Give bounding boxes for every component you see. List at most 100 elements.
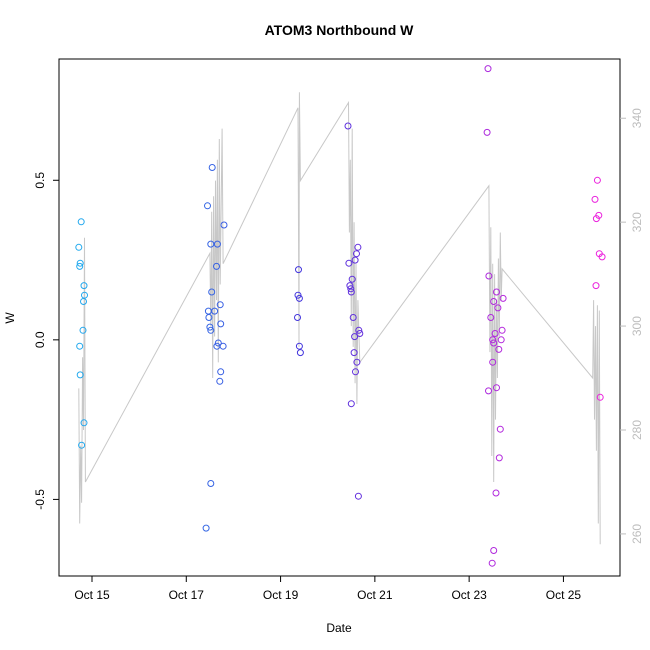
data-point [346,282,354,290]
x-axis: Oct 15 Oct 17 Oct 19 Oct 21 Oct 23 Oct 25 [74,576,581,602]
data-point [490,298,498,305]
data-point [496,425,504,433]
data-point [216,377,224,385]
data-point [213,240,221,248]
data-point [79,326,87,334]
y-tick-label: 0.0 [33,331,47,348]
data-point [347,400,355,408]
data-point [351,333,359,341]
point-series [75,65,606,567]
data-point [202,524,210,532]
y2-tick-label: 320 [630,212,644,232]
data-point [76,262,84,270]
y2-tick-label: 260 [630,524,644,544]
y2-tick-label: 340 [630,108,644,128]
data-point [483,128,491,136]
data-point [294,314,301,321]
data-point [495,454,503,462]
chart-title: ATOM3 Northbound W [265,22,415,38]
data-point [484,65,492,73]
data-point [490,339,498,347]
data-point [217,368,225,376]
data-point [204,202,211,210]
data-point [77,218,85,226]
data-point [352,368,359,376]
data-point [76,371,84,379]
data-point [344,122,352,130]
data-point [345,259,353,267]
data-point [498,326,506,334]
data-point [487,314,495,321]
y-axis: -0.5 0.0 0.5 [33,172,59,510]
data-point [593,176,601,184]
y2-tick-label: 300 [630,316,644,336]
data-point [294,291,302,299]
data-point [207,240,215,248]
data-point [217,320,225,328]
data-point [351,256,359,264]
data-point [214,339,222,347]
data-point [495,345,503,353]
data-point [213,262,220,270]
x-tick-label: Oct 17 [169,588,205,602]
data-point [78,441,86,449]
y2-tick-label: 280 [630,420,644,440]
y2-axis: 260 280 300 320 340 [620,108,644,544]
data-point [353,358,361,366]
data-point [356,330,364,337]
data-point [493,288,500,296]
data-point [80,298,87,305]
data-point [354,492,362,500]
data-point [493,384,500,392]
y-tick-label: 0.5 [33,172,47,189]
data-point [347,285,355,293]
data-point [205,314,213,321]
data-point [76,259,84,267]
line-series [78,92,601,545]
data-point [295,294,303,302]
data-point [208,164,216,171]
data-point [295,342,303,350]
data-point [353,250,360,258]
series-line [78,92,601,545]
data-point [489,358,497,366]
data-point [591,195,599,203]
data-point [485,387,492,395]
data-point [592,282,600,290]
data-point [492,489,500,497]
data-point [485,272,493,280]
data-point [489,336,497,344]
data-point [76,342,84,350]
data-point [491,330,499,337]
data-point [592,215,600,223]
data-point [598,253,606,261]
data-point [354,243,362,251]
data-point [207,326,215,334]
x-tick-label: Oct 19 [263,588,299,602]
data-point [220,221,228,229]
data-point [296,349,304,357]
data-point [206,323,214,331]
data-point [208,288,216,296]
data-point [494,304,502,312]
data-point [349,314,357,321]
data-point [207,480,215,487]
data-point [80,282,88,290]
data-point [75,243,83,251]
data-point [350,349,358,357]
data-point [488,559,496,567]
data-point [211,307,219,315]
data-point [348,275,356,283]
data-point [596,393,604,401]
x-axis-label: Date [326,621,352,635]
x-tick-label: Oct 21 [357,588,393,602]
y-axis-label: W [3,312,17,324]
plot-frame [58,58,621,577]
data-point [295,266,302,274]
y-tick-label: -0.5 [33,489,47,510]
data-point [499,294,507,302]
data-point [355,326,363,334]
data-point [490,547,498,554]
x-tick-label: Oct 15 [74,588,110,602]
